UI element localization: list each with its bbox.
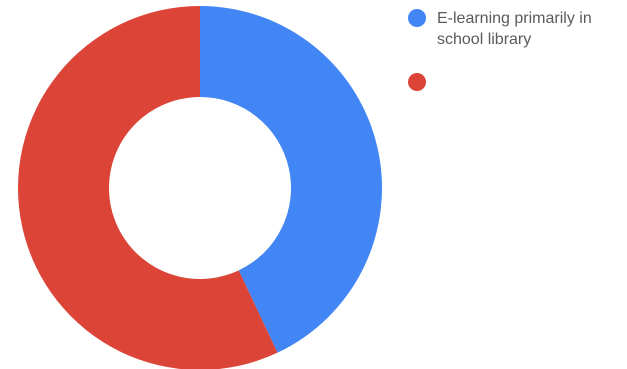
donut-slice-0[interactable] bbox=[200, 6, 382, 353]
legend: E-learning primarily in school library bbox=[406, 8, 621, 116]
slices-group bbox=[18, 6, 382, 369]
legend-swatch-red bbox=[408, 73, 426, 91]
legend-item-other[interactable] bbox=[406, 72, 621, 94]
legend-item-elearning[interactable]: E-learning primarily in school library bbox=[406, 8, 621, 50]
legend-swatch-blue bbox=[408, 9, 426, 27]
donut-slice-1[interactable] bbox=[18, 6, 278, 369]
legend-label-elearning: E-learning primarily in school library bbox=[437, 10, 592, 48]
